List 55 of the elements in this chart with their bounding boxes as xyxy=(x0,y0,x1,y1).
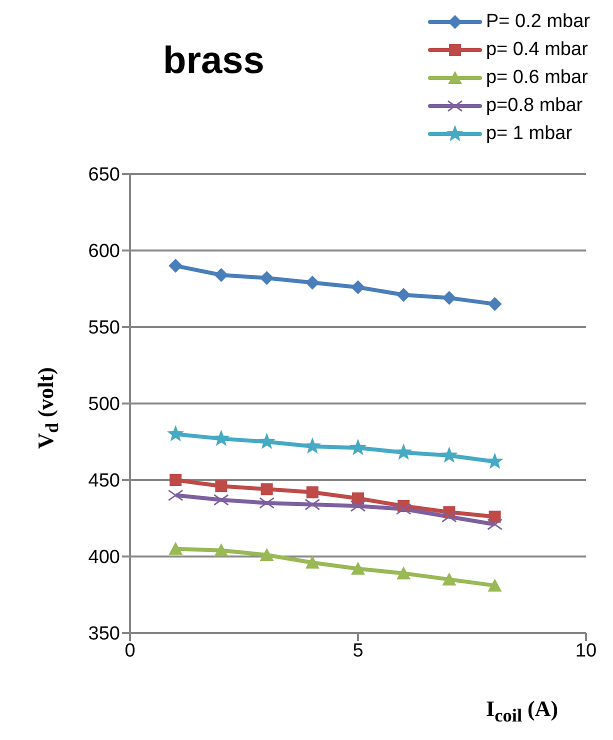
point xyxy=(213,494,229,506)
point xyxy=(305,276,320,290)
point xyxy=(304,437,321,454)
point xyxy=(486,452,504,469)
point xyxy=(304,498,320,510)
point xyxy=(395,443,412,460)
point xyxy=(396,288,411,302)
point xyxy=(440,446,458,463)
point xyxy=(488,510,501,523)
point xyxy=(350,500,366,512)
point xyxy=(214,543,228,556)
chart-title: brass xyxy=(163,40,264,83)
point xyxy=(306,486,318,498)
point xyxy=(351,562,365,575)
point xyxy=(260,483,273,496)
legend-label: p=0.8 mbar xyxy=(486,95,583,117)
point xyxy=(212,430,230,446)
x-tick-label: 10 xyxy=(575,640,597,662)
point xyxy=(351,280,365,294)
point xyxy=(488,297,502,312)
legend-label: p= 1 mbar xyxy=(486,123,572,145)
point xyxy=(260,548,274,561)
y-tick-label: 350 xyxy=(88,624,120,645)
point xyxy=(168,490,184,502)
y-tick-label: 550 xyxy=(88,318,120,339)
y-tick-label: 500 xyxy=(88,394,120,416)
y-tick-label: 450 xyxy=(88,470,120,492)
point xyxy=(396,566,411,580)
legend-label: P= 0.2 mbar xyxy=(486,11,590,33)
x-axis-title: I$_{coil}$ (A) xyxy=(486,696,558,726)
y-tick-label: 400 xyxy=(88,547,120,568)
point xyxy=(441,510,457,522)
legend-label: p= 0.4 mbar xyxy=(486,39,588,61)
point xyxy=(167,425,184,442)
x-tick-label: 0 xyxy=(124,640,136,662)
point xyxy=(349,438,367,456)
point xyxy=(442,290,456,305)
point xyxy=(168,258,183,273)
x-tick-label: 5 xyxy=(352,640,364,662)
point xyxy=(487,518,503,530)
point xyxy=(442,572,456,586)
point xyxy=(352,492,364,504)
point xyxy=(259,497,275,509)
point xyxy=(260,271,274,286)
point xyxy=(215,480,228,492)
point xyxy=(170,474,182,486)
point xyxy=(214,268,228,282)
y-tick-label: 600 xyxy=(88,241,120,262)
point xyxy=(168,542,183,555)
y-tick-label: 650 xyxy=(88,164,120,186)
point xyxy=(305,556,320,569)
legend-label: p= 0.6 mbar xyxy=(486,67,588,89)
point xyxy=(488,578,502,592)
point xyxy=(258,432,276,450)
point xyxy=(396,503,412,515)
